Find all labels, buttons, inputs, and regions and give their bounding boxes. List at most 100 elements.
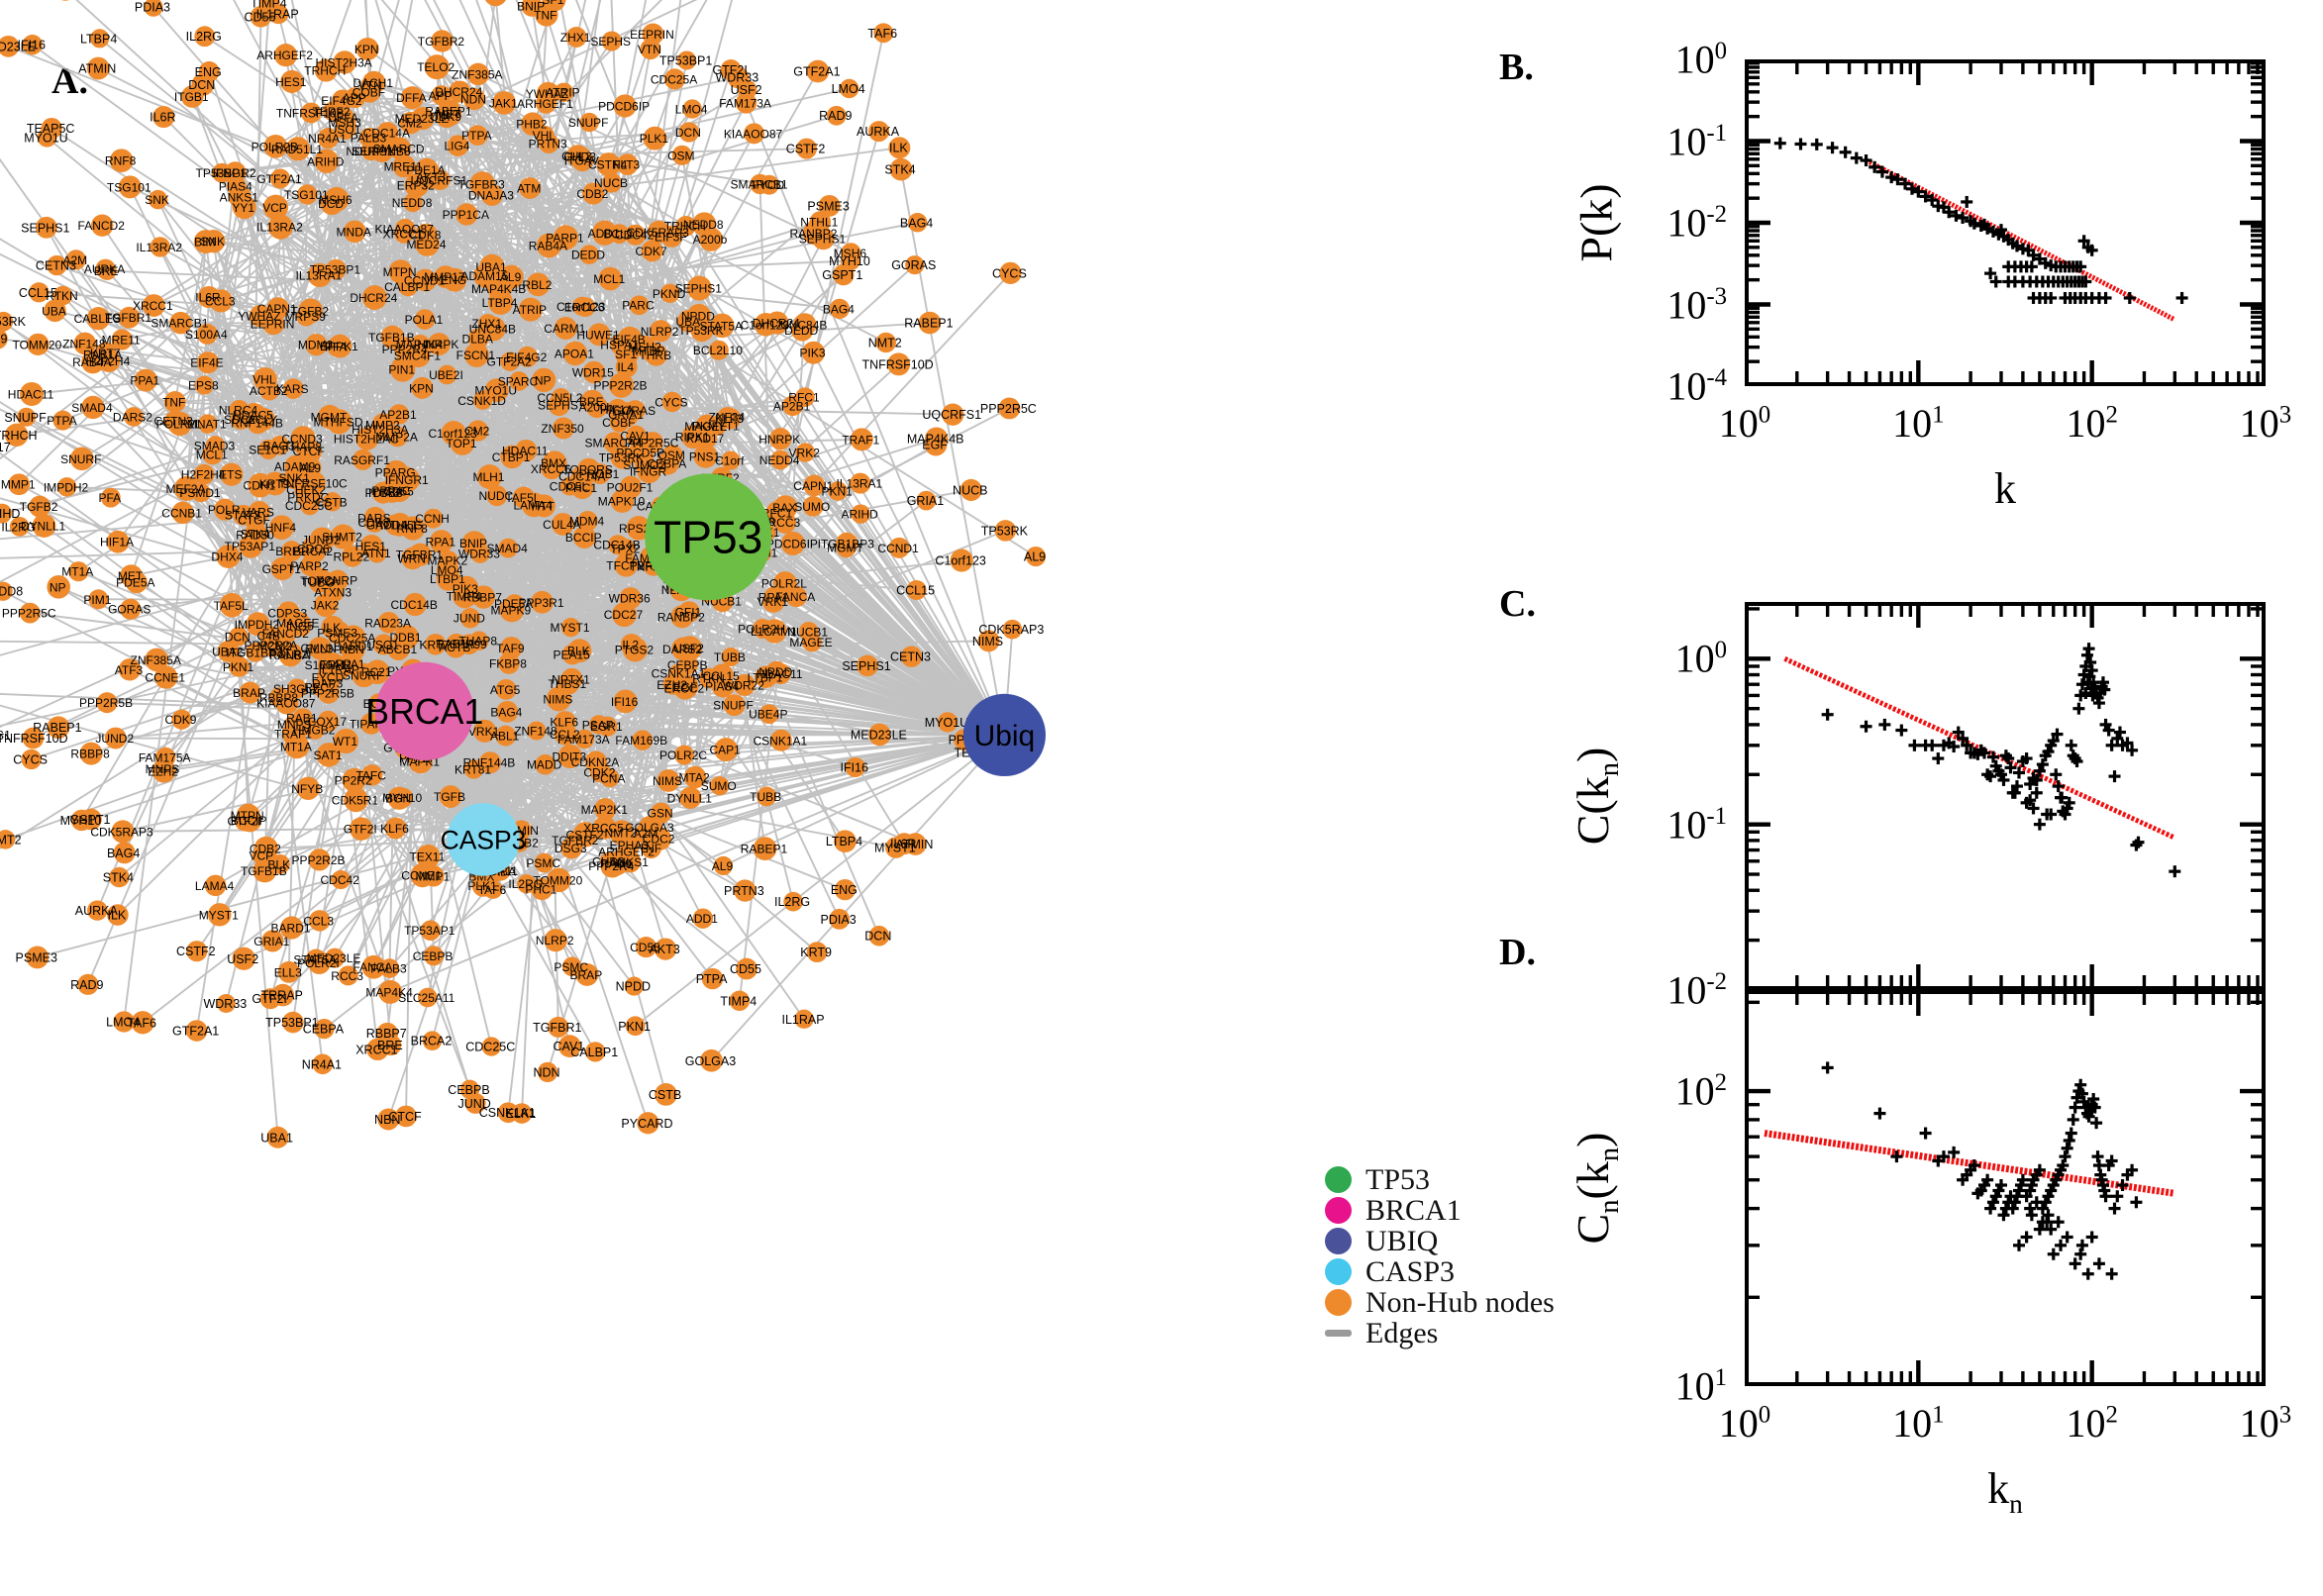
svg-text:RABEP1: RABEP1: [741, 843, 788, 856]
svg-text:RAB4A: RAB4A: [529, 239, 567, 252]
svg-text:PKN1: PKN1: [223, 660, 254, 674]
svg-text:RAD23A: RAD23A: [364, 616, 411, 630]
svg-text:TP53BP1: TP53BP1: [265, 1016, 319, 1030]
svg-text:SEPHS1: SEPHS1: [842, 659, 890, 673]
y-tick-label: 100: [1674, 37, 1727, 82]
svg-text:KPN: KPN: [354, 43, 379, 56]
svg-text:ADD1: ADD1: [686, 912, 718, 926]
svg-text:YY1: YY1: [232, 201, 254, 215]
svg-text:RNF8: RNF8: [105, 154, 137, 168]
x-tick-label: 100: [1718, 401, 1771, 446]
legend: TP53 BRCA1 UBIQ CASP3 Non-Hub nodes Edge…: [1325, 1163, 1555, 1349]
svg-text:DNAJA3: DNAJA3: [468, 188, 514, 202]
svg-text:IL13RA2: IL13RA2: [136, 241, 182, 254]
svg-text:TP53BP1: TP53BP1: [196, 166, 248, 180]
svg-text:EIF4G2: EIF4G2: [506, 350, 548, 364]
svg-text:MAP4K4B: MAP4K4B: [471, 282, 526, 296]
svg-text:MT1A: MT1A: [61, 565, 93, 579]
svg-text:PPP2R2B: PPP2R2B: [593, 379, 647, 393]
svg-text:C1orf123: C1orf123: [935, 554, 985, 568]
svg-text:TGFBR2: TGFBR2: [418, 35, 465, 49]
svg-text:JUND: JUND: [457, 1097, 490, 1111]
svg-text:SNUPF: SNUPF: [713, 699, 754, 713]
svg-text:TGFB2: TGFB2: [20, 500, 58, 514]
svg-text:IL13RA2: IL13RA2: [256, 221, 303, 235]
svg-text:NPDD: NPDD: [758, 665, 792, 679]
svg-text:CCNE1: CCNE1: [401, 869, 442, 883]
svg-text:MRE11: MRE11: [102, 334, 141, 348]
svg-text:BLK: BLK: [267, 857, 290, 871]
svg-text:UBA: UBA: [42, 304, 66, 318]
svg-text:PSME3: PSME3: [16, 950, 57, 964]
svg-text:CSTF2: CSTF2: [786, 143, 826, 156]
svg-text:PPP2R4: PPP2R4: [588, 859, 634, 873]
legend-item-edges: Edges: [1325, 1317, 1553, 1349]
svg-text:A200b: A200b: [579, 401, 614, 415]
svg-text:TGFB: TGFB: [434, 790, 465, 804]
svg-text:PPP1CA: PPP1CA: [443, 208, 489, 222]
svg-text:MRPS9: MRPS9: [285, 310, 327, 324]
svg-text:CSTF2: CSTF2: [176, 945, 216, 958]
svg-text:VHL: VHL: [533, 129, 556, 143]
x-axis-title: kn: [1987, 1464, 2023, 1519]
svg-text:UBA2: UBA2: [212, 645, 244, 658]
svg-text:GRIA1: GRIA1: [907, 494, 945, 508]
svg-text:MTBP: MTBP: [632, 345, 664, 358]
svg-text:USF2: USF2: [731, 83, 762, 97]
svg-text:BCL2L10: BCL2L10: [693, 344, 743, 357]
svg-text:ACLY: ACLY: [248, 413, 277, 427]
svg-text:DARS2: DARS2: [662, 643, 702, 656]
svg-text:MYO1U: MYO1U: [925, 716, 968, 730]
svg-text:BRCA1: BRCA1: [365, 692, 483, 732]
svg-text:RAB4A: RAB4A: [72, 355, 111, 369]
svg-text:ILK: ILK: [889, 142, 908, 155]
svg-text:JUND2: JUND2: [95, 732, 134, 746]
svg-text:GRIA1: GRIA1: [608, 408, 644, 422]
legend-label: Non-Hub nodes: [1365, 1285, 1555, 1319]
y-tick-label: 101: [1674, 1363, 1727, 1409]
svg-text:AL9: AL9: [300, 461, 322, 475]
svg-text:ELL3: ELL3: [274, 965, 302, 979]
svg-text:CCL15: CCL15: [896, 583, 935, 597]
svg-text:PFA: PFA: [99, 491, 122, 505]
tp53-swatch-icon: [1325, 1166, 1352, 1193]
x-tick-label: 101: [1892, 1401, 1945, 1446]
svg-text:XRCC6: XRCC6: [531, 462, 571, 476]
svg-text:KLF6: KLF6: [380, 822, 409, 836]
svg-text:BAG4: BAG4: [900, 216, 933, 230]
svg-text:DCN: DCN: [225, 630, 251, 644]
svg-text:GSPT1: GSPT1: [262, 562, 302, 576]
svg-text:GTF2A1: GTF2A1: [256, 172, 302, 186]
svg-text:TNF: TNF: [534, 8, 556, 22]
svg-text:CYCS: CYCS: [13, 752, 48, 766]
svg-text:RBBP8: RBBP8: [70, 748, 110, 761]
svg-text:RNF144B: RNF144B: [463, 756, 516, 770]
svg-text:FYCD: FYCD: [312, 671, 345, 685]
svg-text:APOA1: APOA1: [555, 347, 594, 360]
svg-text:WDR36: WDR36: [609, 592, 651, 606]
svg-text:TAFC: TAFC: [355, 768, 386, 782]
y-tick-label: 10-2: [1666, 967, 1727, 1013]
svg-text:HNRPK: HNRPK: [758, 433, 800, 447]
x-tick-label: 100: [1718, 1401, 1771, 1446]
degree-distribution-plot: [1745, 59, 2266, 386]
svg-text:CDC25A: CDC25A: [651, 72, 697, 86]
svg-text:TP53BP1: TP53BP1: [659, 54, 713, 68]
svg-text:CDH1: CDH1: [244, 479, 276, 493]
svg-text:RBBP7: RBBP7: [463, 591, 503, 605]
svg-text:HUWE1: HUWE1: [576, 328, 620, 342]
svg-text:TIMP4: TIMP4: [251, 0, 287, 10]
svg-text:LTBP4: LTBP4: [826, 835, 862, 848]
svg-text:MNDA: MNDA: [337, 225, 371, 239]
svg-text:USF2: USF2: [227, 952, 258, 966]
svg-text:IFI16: IFI16: [17, 39, 46, 52]
svg-text:KPN: KPN: [409, 381, 434, 395]
svg-text:AURKA: AURKA: [857, 125, 900, 139]
svg-text:PSMC: PSMC: [554, 960, 588, 974]
svg-text:FLT3: FLT3: [613, 158, 640, 172]
svg-text:NIMS: NIMS: [543, 692, 572, 706]
svg-text:XRCC1: XRCC1: [133, 299, 173, 313]
svg-text:JAK2: JAK2: [311, 599, 340, 613]
svg-text:GSN: GSN: [648, 807, 673, 821]
svg-text:DYNLL1: DYNLL1: [667, 791, 713, 805]
